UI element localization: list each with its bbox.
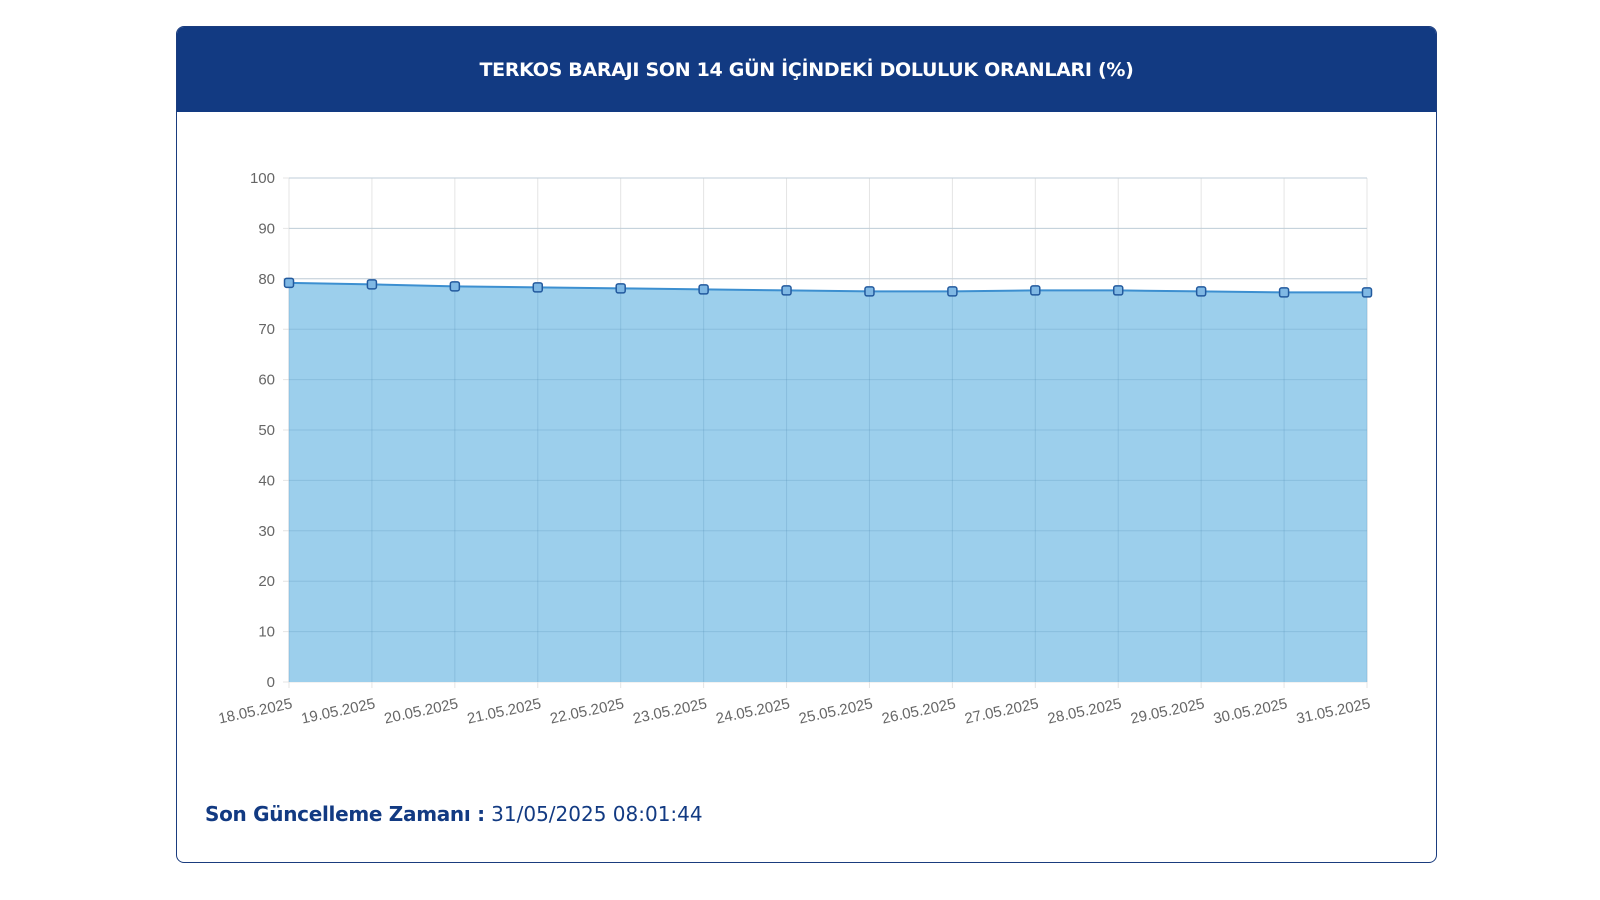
x-tick-label: 20.05.2025: [383, 695, 460, 727]
x-tick-label: 29.05.2025: [1129, 695, 1206, 727]
data-point: [449, 281, 461, 292]
data-point: [864, 286, 875, 297]
x-tick-label: 22.05.2025: [549, 695, 626, 727]
data-point: [366, 279, 378, 290]
x-tick-label: 21.05.2025: [466, 695, 543, 727]
data-point: [1195, 286, 1207, 297]
x-tick-label: 24.05.2025: [714, 695, 791, 727]
x-tick-label: 28.05.2025: [1046, 695, 1123, 727]
y-tick-label: 70: [258, 321, 275, 338]
series-area: [289, 282, 1367, 682]
data-point: [1361, 287, 1373, 298]
line-area-chart: 0 10 20 30 40 50 60 70 80 90 100 18.05.2025 19.05.20…: [217, 170, 1373, 728]
data-point: [1278, 287, 1290, 298]
y-tick-label: 90: [258, 220, 275, 237]
y-tick-label: 40: [258, 472, 275, 489]
y-tick-label: 10: [258, 624, 275, 641]
data-point: [947, 286, 958, 297]
data-point: [283, 277, 295, 289]
y-tick-label: 30: [258, 523, 275, 540]
series-line: [288, 281, 1367, 294]
data-point: [698, 284, 709, 295]
last-update: Son Güncelleme Zamanı : 31/05/2025 08:01…: [205, 802, 703, 826]
chart-title: TERKOS BARAJI SON 14 GÜN İÇİNDEKİ DOLULU…: [177, 27, 1436, 112]
last-update-value: 31/05/2025 08:01:44: [491, 802, 703, 826]
data-point: [532, 282, 544, 293]
x-tick-label: 31.05.2025: [1295, 695, 1372, 727]
y-tick-label: 80: [258, 271, 275, 288]
x-tick-label: 18.05.2025: [217, 695, 294, 727]
data-point: [1030, 285, 1041, 296]
y-tick-label: 0: [267, 674, 275, 691]
y-tick-label: 100: [250, 170, 275, 187]
chart-area: 0 10 20 30 40 50 60 70 80 90 100 18.05.2025 19.05.20…: [177, 112, 1435, 782]
x-tick-label: 23.05.2025: [631, 695, 708, 727]
data-point: [1112, 285, 1124, 296]
data-point: [781, 285, 792, 296]
y-tick-label: 60: [258, 372, 275, 389]
x-tick-label: 26.05.2025: [880, 695, 957, 727]
x-tick-label: 25.05.2025: [797, 695, 874, 727]
y-tick-label: 20: [258, 573, 275, 590]
x-tick-label: 19.05.2025: [300, 695, 377, 727]
data-point: [615, 283, 626, 294]
y-tick-label: 50: [258, 422, 275, 439]
x-tick-label: 30.05.2025: [1212, 695, 1289, 727]
last-update-label: Son Güncelleme Zamanı :: [205, 802, 485, 826]
chart-card: TERKOS BARAJI SON 14 GÜN İÇİNDEKİ DOLULU…: [176, 26, 1437, 863]
x-tick-label: 27.05.2025: [963, 695, 1040, 727]
